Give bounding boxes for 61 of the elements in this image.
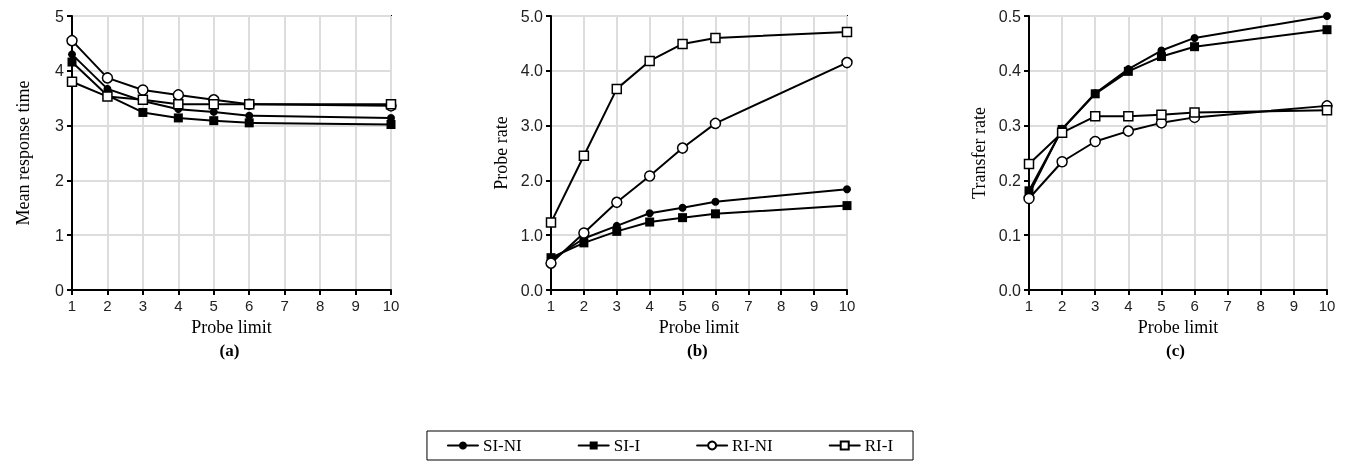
x-tick-label: 10: [382, 297, 400, 314]
legend-label: RI-NI: [732, 436, 774, 455]
x-tick-label: 10: [838, 297, 856, 314]
y-tick-label: 3: [55, 117, 65, 135]
x-tick-label: 5: [209, 297, 218, 314]
x-tick-label: 4: [1124, 297, 1133, 314]
y-tick-label: 0.0: [520, 281, 544, 299]
y-axis-title: Probe rate: [490, 116, 511, 190]
y-tick-label: 5.0: [520, 7, 544, 25]
x-tick-label: 6: [245, 297, 254, 314]
x-tick-label: 1: [1024, 297, 1034, 314]
x-tick-label: 7: [280, 297, 289, 314]
y-tick-label: 1.0: [520, 226, 544, 244]
x-axis-title: Probe limit: [191, 317, 272, 337]
y-tick-label: 0.5: [998, 7, 1022, 25]
x-axis-title: Probe limit: [658, 317, 740, 337]
x-tick-label: 6: [711, 297, 720, 314]
x-tick-label: 3: [612, 297, 621, 314]
y-tick-label: 0.0: [998, 281, 1022, 299]
legend-label: RI-I: [864, 436, 894, 455]
x-tick-label: 9: [1289, 297, 1299, 314]
y-axis-title: Mean response time: [13, 80, 33, 226]
y-tick-label: 1: [55, 226, 65, 244]
x-tick-label: 7: [744, 297, 753, 314]
x-tick-label: 4: [174, 297, 183, 314]
x-tick-label: 8: [1256, 297, 1265, 314]
text: (b): [687, 341, 708, 360]
y-tick-label: 3.0: [520, 117, 544, 135]
x-tick-label: 9: [809, 297, 819, 314]
x-tick-label: 7: [1223, 297, 1232, 314]
legend-label: SI-NI: [482, 436, 523, 455]
x-tick-label: 9: [351, 297, 360, 314]
y-tick-label: 0.3: [998, 117, 1022, 135]
text: (c): [1166, 341, 1185, 360]
y-tick-label: 4: [55, 62, 65, 80]
y-tick-label: 0.4: [998, 62, 1022, 80]
y-tick-label: 4.0: [520, 62, 544, 80]
y-axis-title: Transfer rate: [968, 107, 989, 199]
x-tick-label: 8: [777, 297, 786, 314]
y-tick-label: 0.1: [998, 226, 1022, 244]
y-tick-label: 0: [55, 281, 65, 299]
x-tick-label: 4: [645, 297, 654, 314]
x-tick-label: 3: [1091, 297, 1100, 314]
x-tick-label: 2: [579, 297, 589, 314]
x-tick-label: 1: [546, 297, 556, 314]
y-tick-label: 5: [55, 7, 65, 25]
x-tick-label: 3: [138, 297, 148, 314]
legend-label: SI-I: [613, 436, 641, 455]
x-tick-label: 8: [315, 297, 325, 314]
y-tick-label: 0.2: [998, 171, 1022, 189]
text: (a): [219, 341, 240, 360]
x-tick-label: 2: [103, 297, 112, 314]
x-tick-label: 2: [1057, 297, 1067, 314]
x-axis-title: Probe limit: [1137, 317, 1219, 337]
y-tick-label: 2: [55, 171, 65, 189]
x-tick-label: 5: [1157, 297, 1166, 314]
x-tick-label: 6: [1190, 297, 1199, 314]
x-tick-label: 1: [67, 297, 77, 314]
y-tick-label: 2.0: [520, 171, 544, 189]
x-tick-label: 10: [1318, 297, 1336, 314]
x-tick-label: 5: [678, 297, 687, 314]
